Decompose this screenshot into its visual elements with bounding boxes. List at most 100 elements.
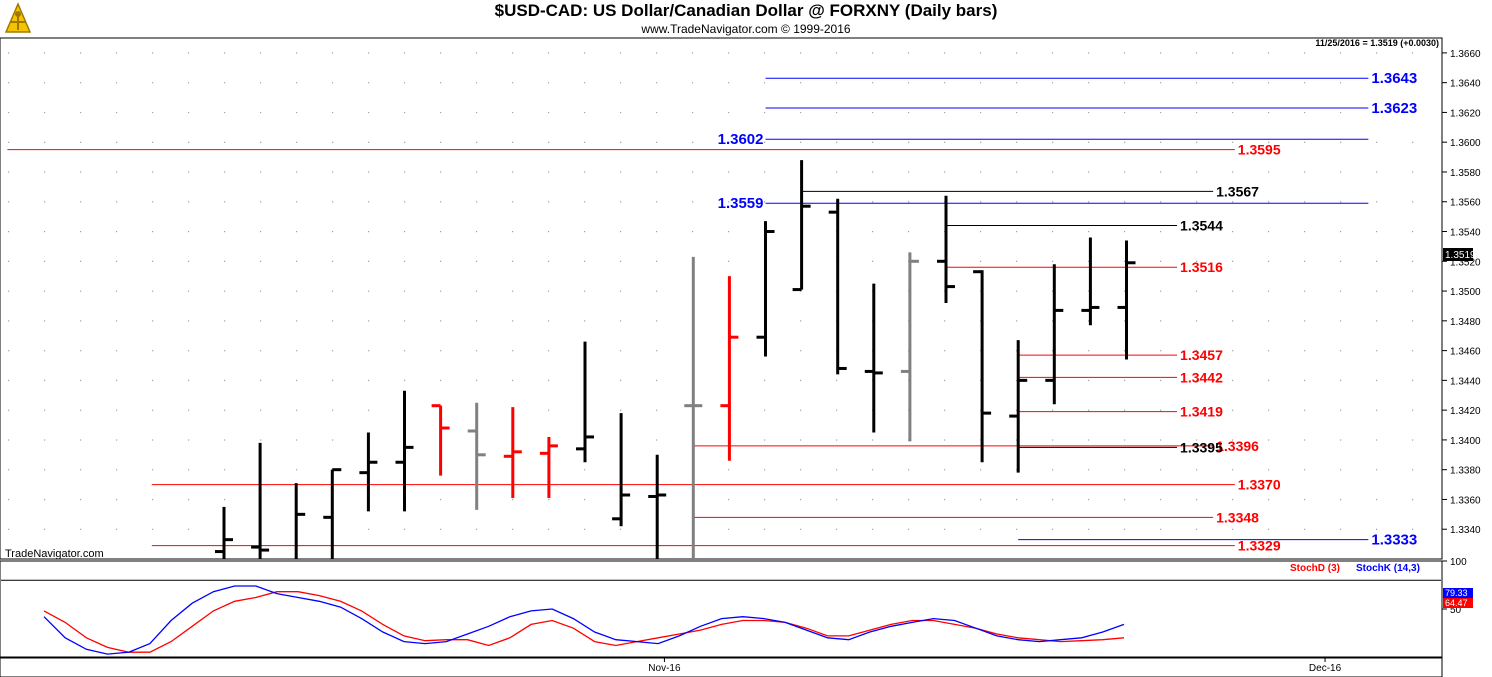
grid-dot xyxy=(332,290,334,292)
grid-dot xyxy=(836,498,838,501)
grid-dot xyxy=(296,379,298,382)
grid-dot xyxy=(1376,201,1378,203)
grid-dot xyxy=(548,171,550,173)
grid-dot xyxy=(1160,498,1162,501)
grid-dot xyxy=(80,141,82,143)
grid-dot xyxy=(692,82,694,84)
grid-dot xyxy=(1412,409,1414,411)
grid-dot xyxy=(8,141,10,143)
grid-dot xyxy=(548,290,550,292)
grid-dot xyxy=(404,82,406,84)
grid-dot xyxy=(764,439,766,441)
grid-dot xyxy=(1196,498,1198,501)
grid-dot xyxy=(332,409,334,411)
grid-dot xyxy=(656,201,658,203)
grid-dot xyxy=(296,439,298,441)
grid-dot xyxy=(44,52,46,54)
grid-dot xyxy=(44,290,46,292)
grid-dot xyxy=(8,201,10,203)
grid-dot xyxy=(692,231,694,233)
grid-dot xyxy=(908,201,910,203)
stoch-series-line xyxy=(43,585,1125,655)
grid-dot xyxy=(1412,350,1414,352)
grid-dot xyxy=(1052,141,1054,143)
grid-dot xyxy=(224,171,226,173)
grid-dot xyxy=(1268,52,1270,54)
grid-dot xyxy=(1196,231,1198,233)
grid-dot xyxy=(1412,260,1414,262)
grid-dot xyxy=(584,320,586,322)
grid-dot xyxy=(1088,350,1090,352)
grid-dot xyxy=(80,350,82,352)
grid-dot xyxy=(368,409,370,411)
grid-dot xyxy=(1304,201,1306,203)
grid-dot xyxy=(1340,201,1342,203)
grid-dot xyxy=(1232,231,1234,233)
grid-dot xyxy=(512,52,514,54)
grid-dot xyxy=(440,111,442,114)
chart-title: $USD-CAD: US Dollar/Canadian Dollar @ FO… xyxy=(494,1,998,20)
grid-dot xyxy=(944,498,946,501)
grid-dot xyxy=(764,409,766,411)
grid-dot xyxy=(512,141,514,143)
grid-dot xyxy=(1232,409,1234,411)
level-label: 1.3348 xyxy=(1216,509,1259,525)
grid-dot xyxy=(188,379,190,382)
grid-dot xyxy=(872,111,874,114)
grid-dot xyxy=(800,379,802,382)
grid-dot xyxy=(656,52,658,54)
grid-dot xyxy=(404,171,406,173)
last-price-tag: 1.3519 xyxy=(1445,250,1476,261)
grid-dot xyxy=(1340,290,1342,292)
grid-dot xyxy=(944,111,946,114)
grid-dot xyxy=(800,409,802,411)
level-label: 1.3457 xyxy=(1180,347,1223,363)
grid-dot xyxy=(1016,201,1018,203)
grid-dot xyxy=(188,231,190,233)
grid-dot xyxy=(332,52,334,54)
grid-dot xyxy=(980,260,982,262)
grid-dot xyxy=(764,469,766,471)
grid-dot xyxy=(260,231,262,233)
grid-dot xyxy=(620,201,622,203)
grid-dot xyxy=(656,171,658,173)
grid-dot xyxy=(404,201,406,203)
grid-dot xyxy=(8,498,10,501)
grid-dot xyxy=(296,82,298,84)
grid-dot xyxy=(800,350,802,352)
grid-dot xyxy=(656,290,658,292)
grid-dot xyxy=(8,290,10,292)
grid-dot xyxy=(260,409,262,411)
grid-dot xyxy=(512,528,514,530)
grid-dot xyxy=(1196,290,1198,292)
grid-dot xyxy=(260,111,262,114)
grid-dot xyxy=(368,379,370,382)
grid-dot xyxy=(1124,141,1126,143)
grid-dot xyxy=(1376,52,1378,54)
grid-dot xyxy=(368,82,370,84)
grid-dot xyxy=(1340,111,1342,114)
grid-dot xyxy=(1412,290,1414,292)
grid-dot xyxy=(368,52,370,54)
grid-dot xyxy=(1376,290,1378,292)
grid-dot xyxy=(908,82,910,84)
title-bar: $USD-CAD: US Dollar/Canadian Dollar @ FO… xyxy=(0,0,1492,38)
grid-dot xyxy=(1088,290,1090,292)
grid-dot xyxy=(800,320,802,322)
grid-dot xyxy=(1160,231,1162,233)
grid-dot xyxy=(440,171,442,173)
grid-dot xyxy=(332,171,334,173)
grid-dot xyxy=(296,350,298,352)
grid-dot xyxy=(944,528,946,530)
grid-dot xyxy=(1340,498,1342,501)
grid-dot xyxy=(764,201,766,203)
grid-dot xyxy=(1376,498,1378,501)
grid-dot xyxy=(1340,409,1342,411)
grid-dot xyxy=(1052,528,1054,530)
grid-dot xyxy=(440,141,442,143)
grid-dot xyxy=(836,52,838,54)
grid-dot xyxy=(620,82,622,84)
grid-dot xyxy=(1232,111,1234,114)
grid-dot xyxy=(1052,111,1054,114)
level-label: 1.3643 xyxy=(1371,70,1417,87)
